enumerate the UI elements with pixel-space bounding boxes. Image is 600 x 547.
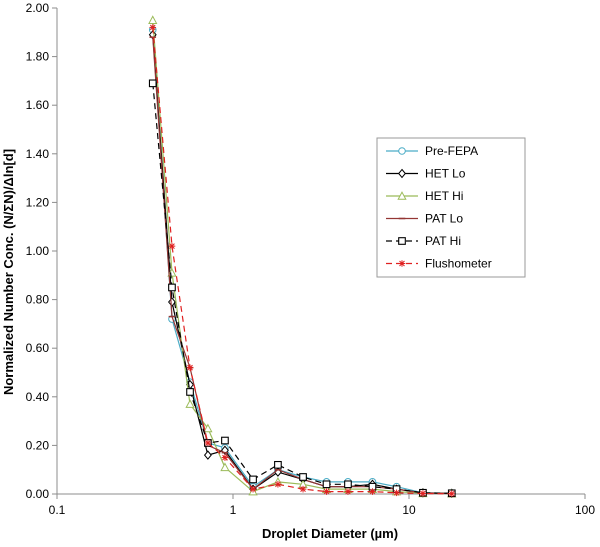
legend-entry: Flushometer — [386, 257, 492, 271]
legend-marker — [398, 237, 406, 245]
y-tick-label: 1.00 — [26, 244, 50, 258]
data-point — [148, 79, 157, 88]
x-axis-title: Droplet Diameter (µm) — [262, 526, 398, 541]
y-tick-label: 2.00 — [26, 1, 50, 15]
legend-marker — [398, 260, 406, 267]
x-tick-label: 10 — [402, 503, 416, 517]
legend-entry: PAT Hi — [386, 234, 461, 248]
series-flushometer — [149, 24, 456, 498]
legend-entry: HET Hi — [386, 189, 463, 203]
y-tick-label: 0.40 — [26, 390, 50, 404]
data-point — [299, 473, 307, 481]
legend-label: HET Hi — [425, 189, 463, 203]
data-point — [168, 297, 176, 307]
data-point — [274, 460, 282, 469]
data-point — [221, 436, 229, 445]
y-tick-label: 0.00 — [26, 487, 50, 501]
data-point — [249, 475, 257, 484]
y-tick-label: 0.60 — [26, 341, 50, 355]
y-tick-label: 1.60 — [26, 98, 50, 112]
data-point — [186, 388, 194, 396]
y-axis-title: Normalized Number Conc. (N/ΣN)/Δln[d] — [1, 149, 16, 395]
legend-entry: Pre-FEPA — [386, 144, 478, 158]
data-point — [323, 488, 330, 495]
data-point — [322, 480, 331, 489]
series-line — [152, 20, 452, 495]
legend: Pre-FEPA HET Lo HET Hi PAT Lo PAT Hi Flushome… — [376, 137, 526, 278]
data-point — [220, 462, 230, 472]
data-point — [168, 242, 176, 250]
legend-box — [376, 137, 526, 278]
data-point — [249, 485, 257, 493]
data-point — [369, 488, 376, 495]
legend-entry: PAT Lo — [386, 212, 463, 226]
data-point — [168, 283, 176, 292]
legend-label: PAT Lo — [425, 212, 463, 226]
data-point — [299, 485, 307, 493]
data-point — [393, 489, 400, 497]
legend-label: Pre-FEPA — [425, 144, 478, 158]
x-tick-label: 1 — [230, 503, 237, 517]
y-tick-label: 1.40 — [26, 147, 50, 161]
legend-marker — [397, 191, 407, 200]
data-point — [448, 490, 456, 498]
data-point — [185, 399, 195, 408]
x-tick-label: 100 — [575, 503, 595, 517]
data-point — [149, 24, 157, 31]
data-point — [221, 454, 229, 461]
y-tick-label: 1.80 — [26, 50, 50, 64]
data-point — [148, 15, 158, 24]
legend-label: Flushometer — [425, 257, 492, 271]
series-line — [152, 27, 452, 495]
data-point — [344, 488, 352, 495]
series-layer — [148, 15, 457, 499]
legend-label: HET Lo — [425, 167, 466, 181]
legend-label: PAT Hi — [425, 234, 461, 248]
data-point — [203, 450, 212, 460]
ticks-layer: 0.00 0.20 0.40 0.60 0.80 1.00 1.20 1.40 1.60 1.80… — [26, 1, 596, 517]
data-point — [344, 480, 352, 489]
legend-marker — [398, 168, 406, 179]
series-line — [152, 83, 452, 494]
data-point — [204, 439, 212, 447]
data-point — [274, 480, 282, 488]
legend-marker — [398, 147, 406, 155]
data-point — [419, 490, 427, 497]
x-tick-label: 0.1 — [49, 503, 66, 517]
y-tick-label: 0.80 — [26, 293, 50, 307]
data-point — [203, 423, 213, 433]
legend-entry: HET Lo — [386, 167, 466, 181]
data-point — [186, 364, 194, 371]
y-tick-label: 1.20 — [26, 195, 50, 209]
y-tick-label: 0.20 — [26, 438, 50, 452]
